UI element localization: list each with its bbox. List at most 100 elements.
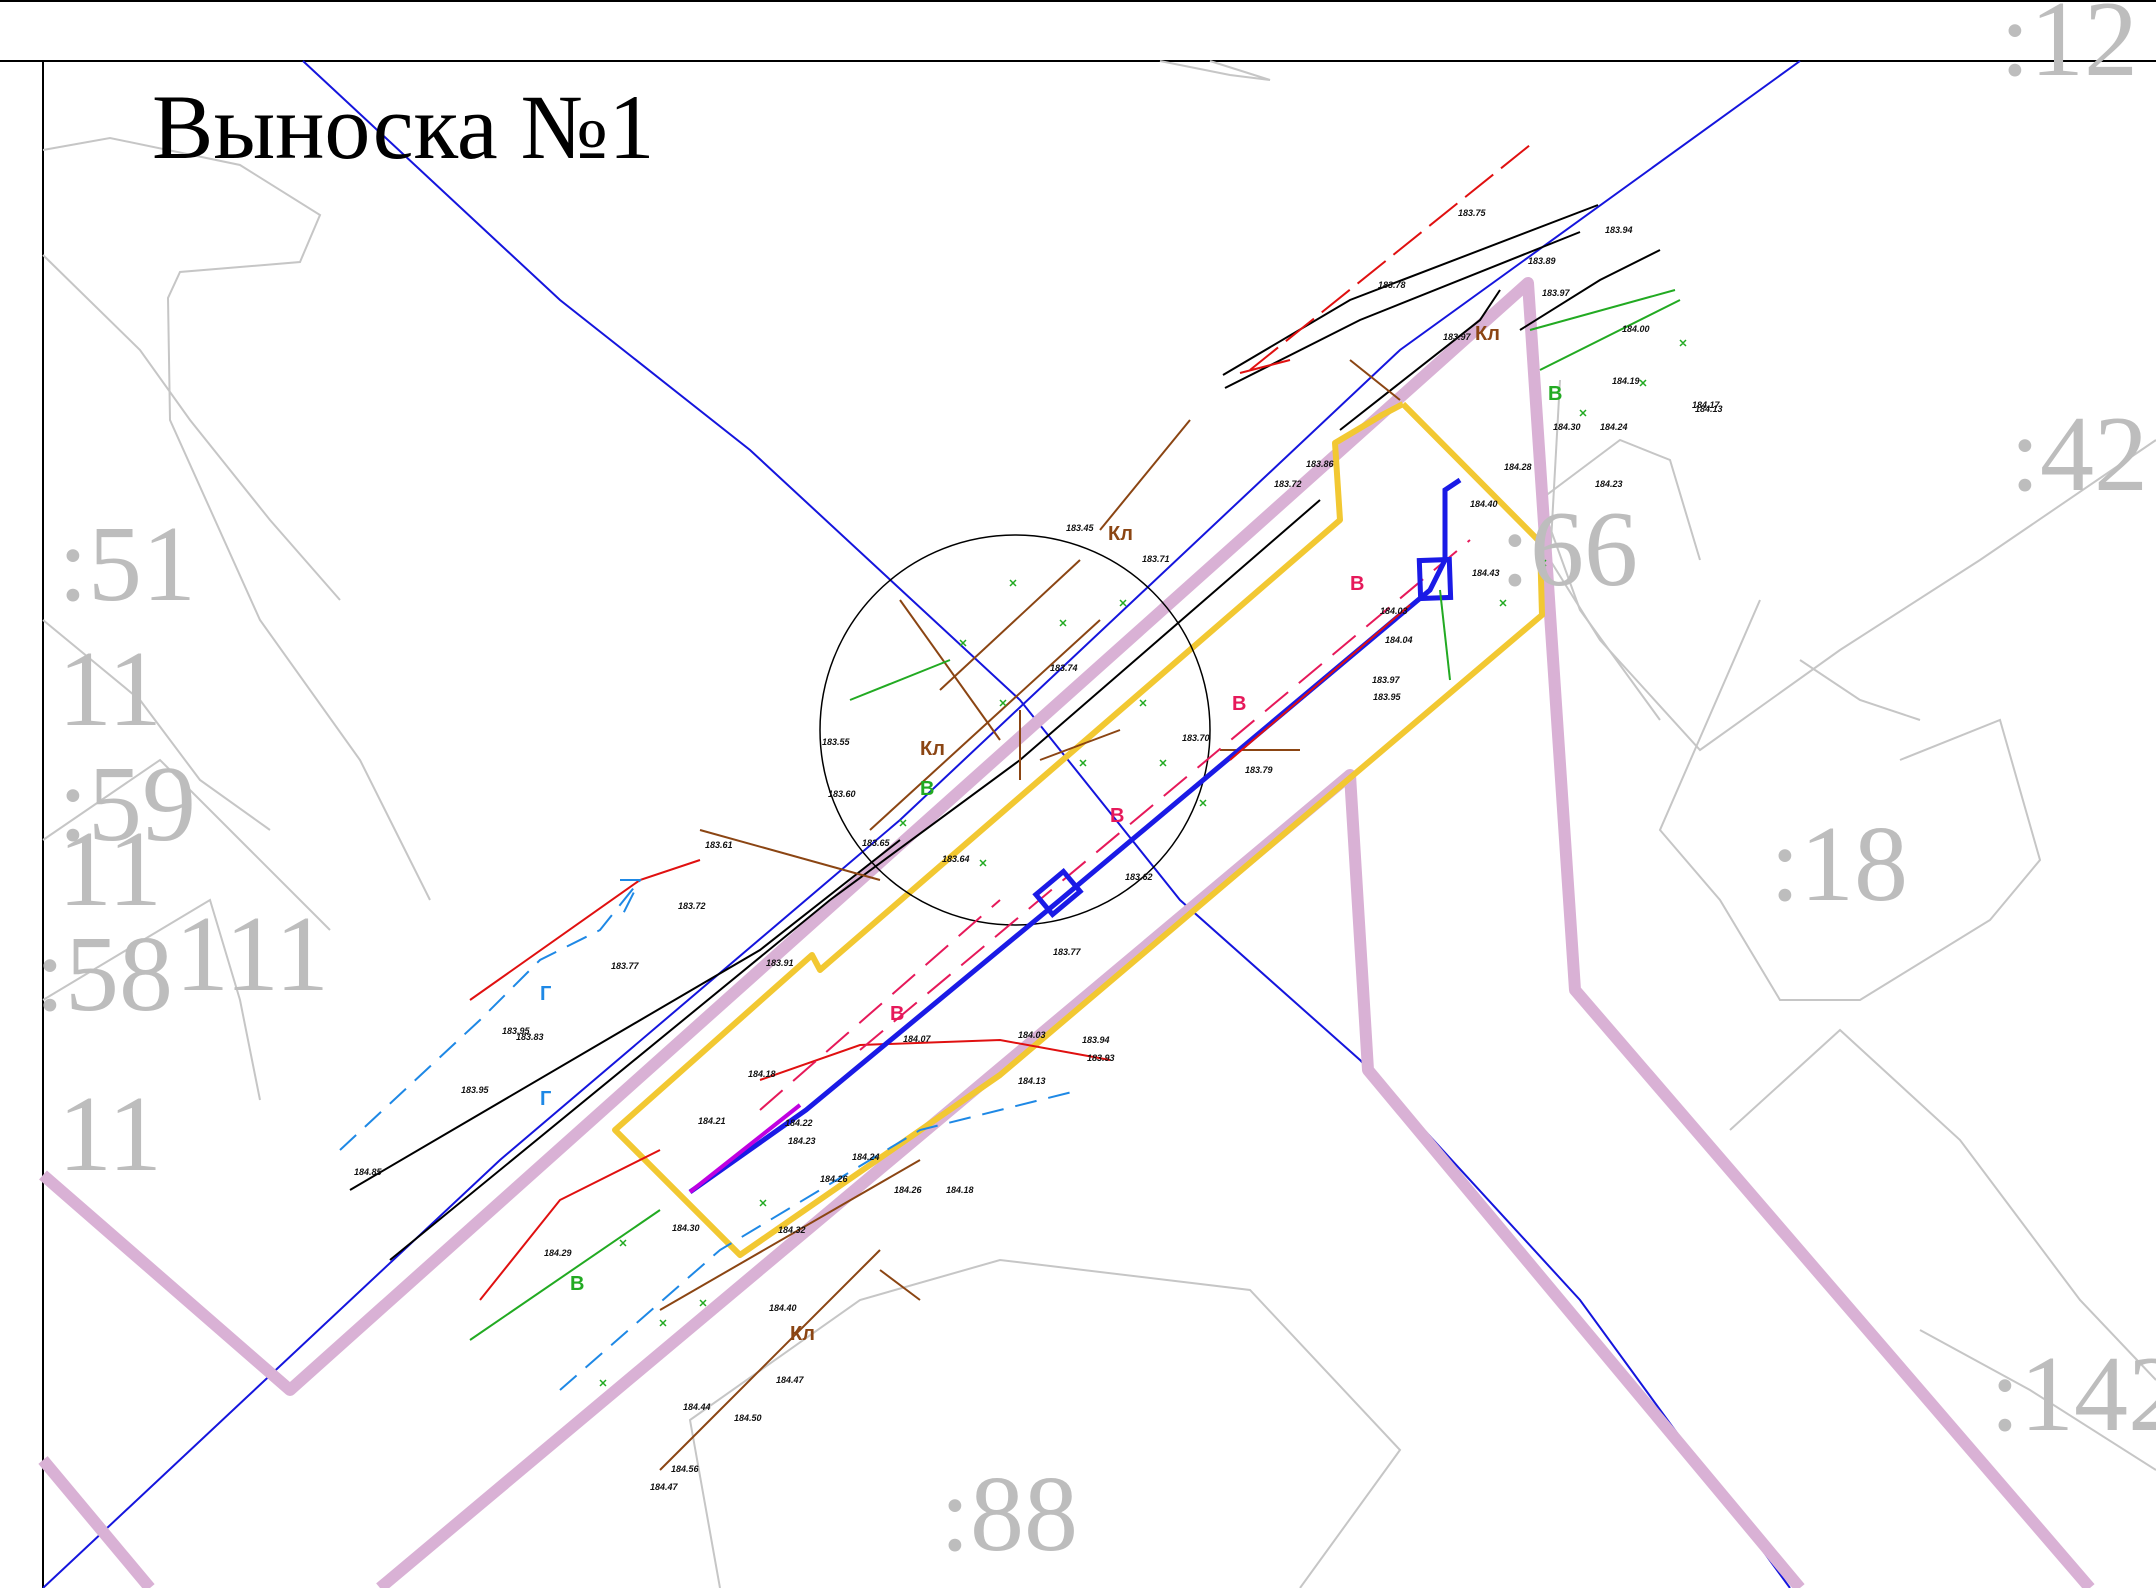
elevation-label: 184.30 [1553,422,1581,432]
elevation-label: 183.77 [611,961,640,971]
elevation-label: 184.13 [1018,1076,1046,1086]
cable-label: Кл [920,738,945,760]
elevation-label: 184.24 [852,1152,880,1162]
gas-label: Г [540,983,551,1005]
parcel-labels: :51 11 :59 11 :58 111 11 :42 :66 :18 :14… [35,0,2156,1574]
elevation-label: 184.22 [785,1118,813,1128]
elevation-label: 183.71 [1142,554,1170,564]
elevation-label: 183.97 [1372,675,1401,685]
elevation-label: 184.18 [946,1185,974,1195]
elevation-label: 183.95 [1373,692,1402,702]
dashed-blue-lines [339,879,1081,1391]
pipe-red-overlay [1229,604,1411,761]
elevation-label: 183.95 [461,1085,490,1095]
elevation-label: 183.77 [1053,947,1082,957]
vegetation-marks [599,339,1687,1387]
parcel-label: :88 [940,1455,1078,1574]
purple-pipe [688,1103,802,1194]
elevation-label: 183.93 [1087,1053,1115,1063]
elevation-label: 183.61 [705,840,733,850]
elevation-label: 184.18 [748,1069,776,1079]
elevation-label: 184.23 [1595,479,1623,489]
water-label: В [890,1003,904,1025]
elevation-label: 183.97 [1542,288,1571,298]
gas-label: Г [540,1088,551,1110]
elevation-label: 184.43 [1472,568,1500,578]
elevation-label: 183.75 [1458,208,1487,218]
green-lines [469,289,1681,1341]
elevation-label: 184.29 [544,1248,572,1258]
elevation-label: 184.85 [354,1167,383,1177]
parcel-label: :58 [35,915,173,1034]
elevation-label: 183.72 [678,901,706,911]
parcel-label: 11 [58,810,162,929]
parcel-label: :51 [58,505,196,624]
water-label: В [570,1273,584,1295]
elevation-label: 183.70 [1182,733,1210,743]
elevation-label: 183.89 [1528,256,1556,266]
elevation-label: 183.72 [1274,479,1302,489]
parcel-label: :59 [58,745,196,864]
elevation-label: 183.55 [822,737,851,747]
cable-network [659,359,1401,1471]
cable-label: Кл [790,1323,815,1345]
elevation-label: 184.24 [1600,422,1628,432]
parcel-label: 11 [58,1075,162,1194]
callout-title: Выноска №1 [152,76,654,178]
elevation-label: 184.40 [769,1303,797,1313]
project-pipe [688,477,1462,1195]
elevation-label: 183.74 [1050,663,1078,673]
elevation-label: 183.65 [862,838,891,848]
water-main [759,539,1471,1111]
elevation-label: 183.79 [1245,765,1273,775]
elevation-label: 184.40 [1470,499,1498,509]
elevation-label: 184.56 [671,1464,700,1474]
parcel-label: :42 [2010,395,2148,514]
elevation-label: 183.78 [1378,280,1406,290]
elevation-label: 184.28 [1504,462,1532,472]
cable-label: Кл [1108,523,1133,545]
zone-boundaries [38,277,2095,1588]
elevation-label: 183.62 [1125,872,1153,882]
elevation-label: 183.83 [516,1032,544,1042]
elevation-label: 184.44 [683,1402,711,1412]
cable-label: Кл [1475,323,1500,345]
elevation-label: 184.07 [903,1034,932,1044]
elevation-label: 184.19 [1612,376,1640,386]
work-area-boundary [612,401,1545,1258]
elevation-label: 184.50 [734,1413,762,1423]
elevation-label: 184.26 [894,1185,923,1195]
elevation-label: 183.64 [942,854,970,864]
elevation-label: 184.47 [776,1375,805,1385]
elevation-label: 184.32 [778,1225,806,1235]
elevation-label: 183.86 [1306,459,1335,469]
elevation-label: 183.45 [1066,523,1095,533]
elevation-label: 184.13 [1695,404,1723,414]
parcel-label: :18 [1770,805,1908,924]
elevation-label: 184.03 [1018,1030,1046,1040]
elevation-label: 183.60 [828,789,856,799]
water-label: В [1350,573,1364,595]
elevation-label: 184.47 [650,1482,679,1492]
parcel-label: 111 [175,895,329,1014]
parcel-label: :66 [1500,490,1638,609]
elevation-label: 184.04 [1385,635,1413,645]
elevation-label: 183.91 [766,958,794,968]
water-label: В [1110,805,1124,827]
network-labels: В В В В В В В Кл Кл Кл Кл Г Г [540,323,1562,1345]
parcel-label: :142 [1990,1335,2156,1454]
elevation-label: 183.94 [1605,225,1633,235]
elevation-label: 184.00 [1622,324,1650,334]
elevation-label: 183.97 [1443,332,1472,342]
elevation-label: 184.03 [1380,606,1408,616]
elevation-marks: 183.75 183.78 183.89 183.94 183.97 184.00 183.… [354,208,1723,1492]
parcel-label: :12 [2000,0,2138,99]
elevation-label: 184.21 [698,1116,726,1126]
elevation-label: 184.17 [1692,400,1721,410]
water-label: В [920,778,934,800]
elevation-label: 184.30 [672,1223,700,1233]
water-label: В [1232,693,1246,715]
elevation-label: 183.94 [1082,1035,1110,1045]
